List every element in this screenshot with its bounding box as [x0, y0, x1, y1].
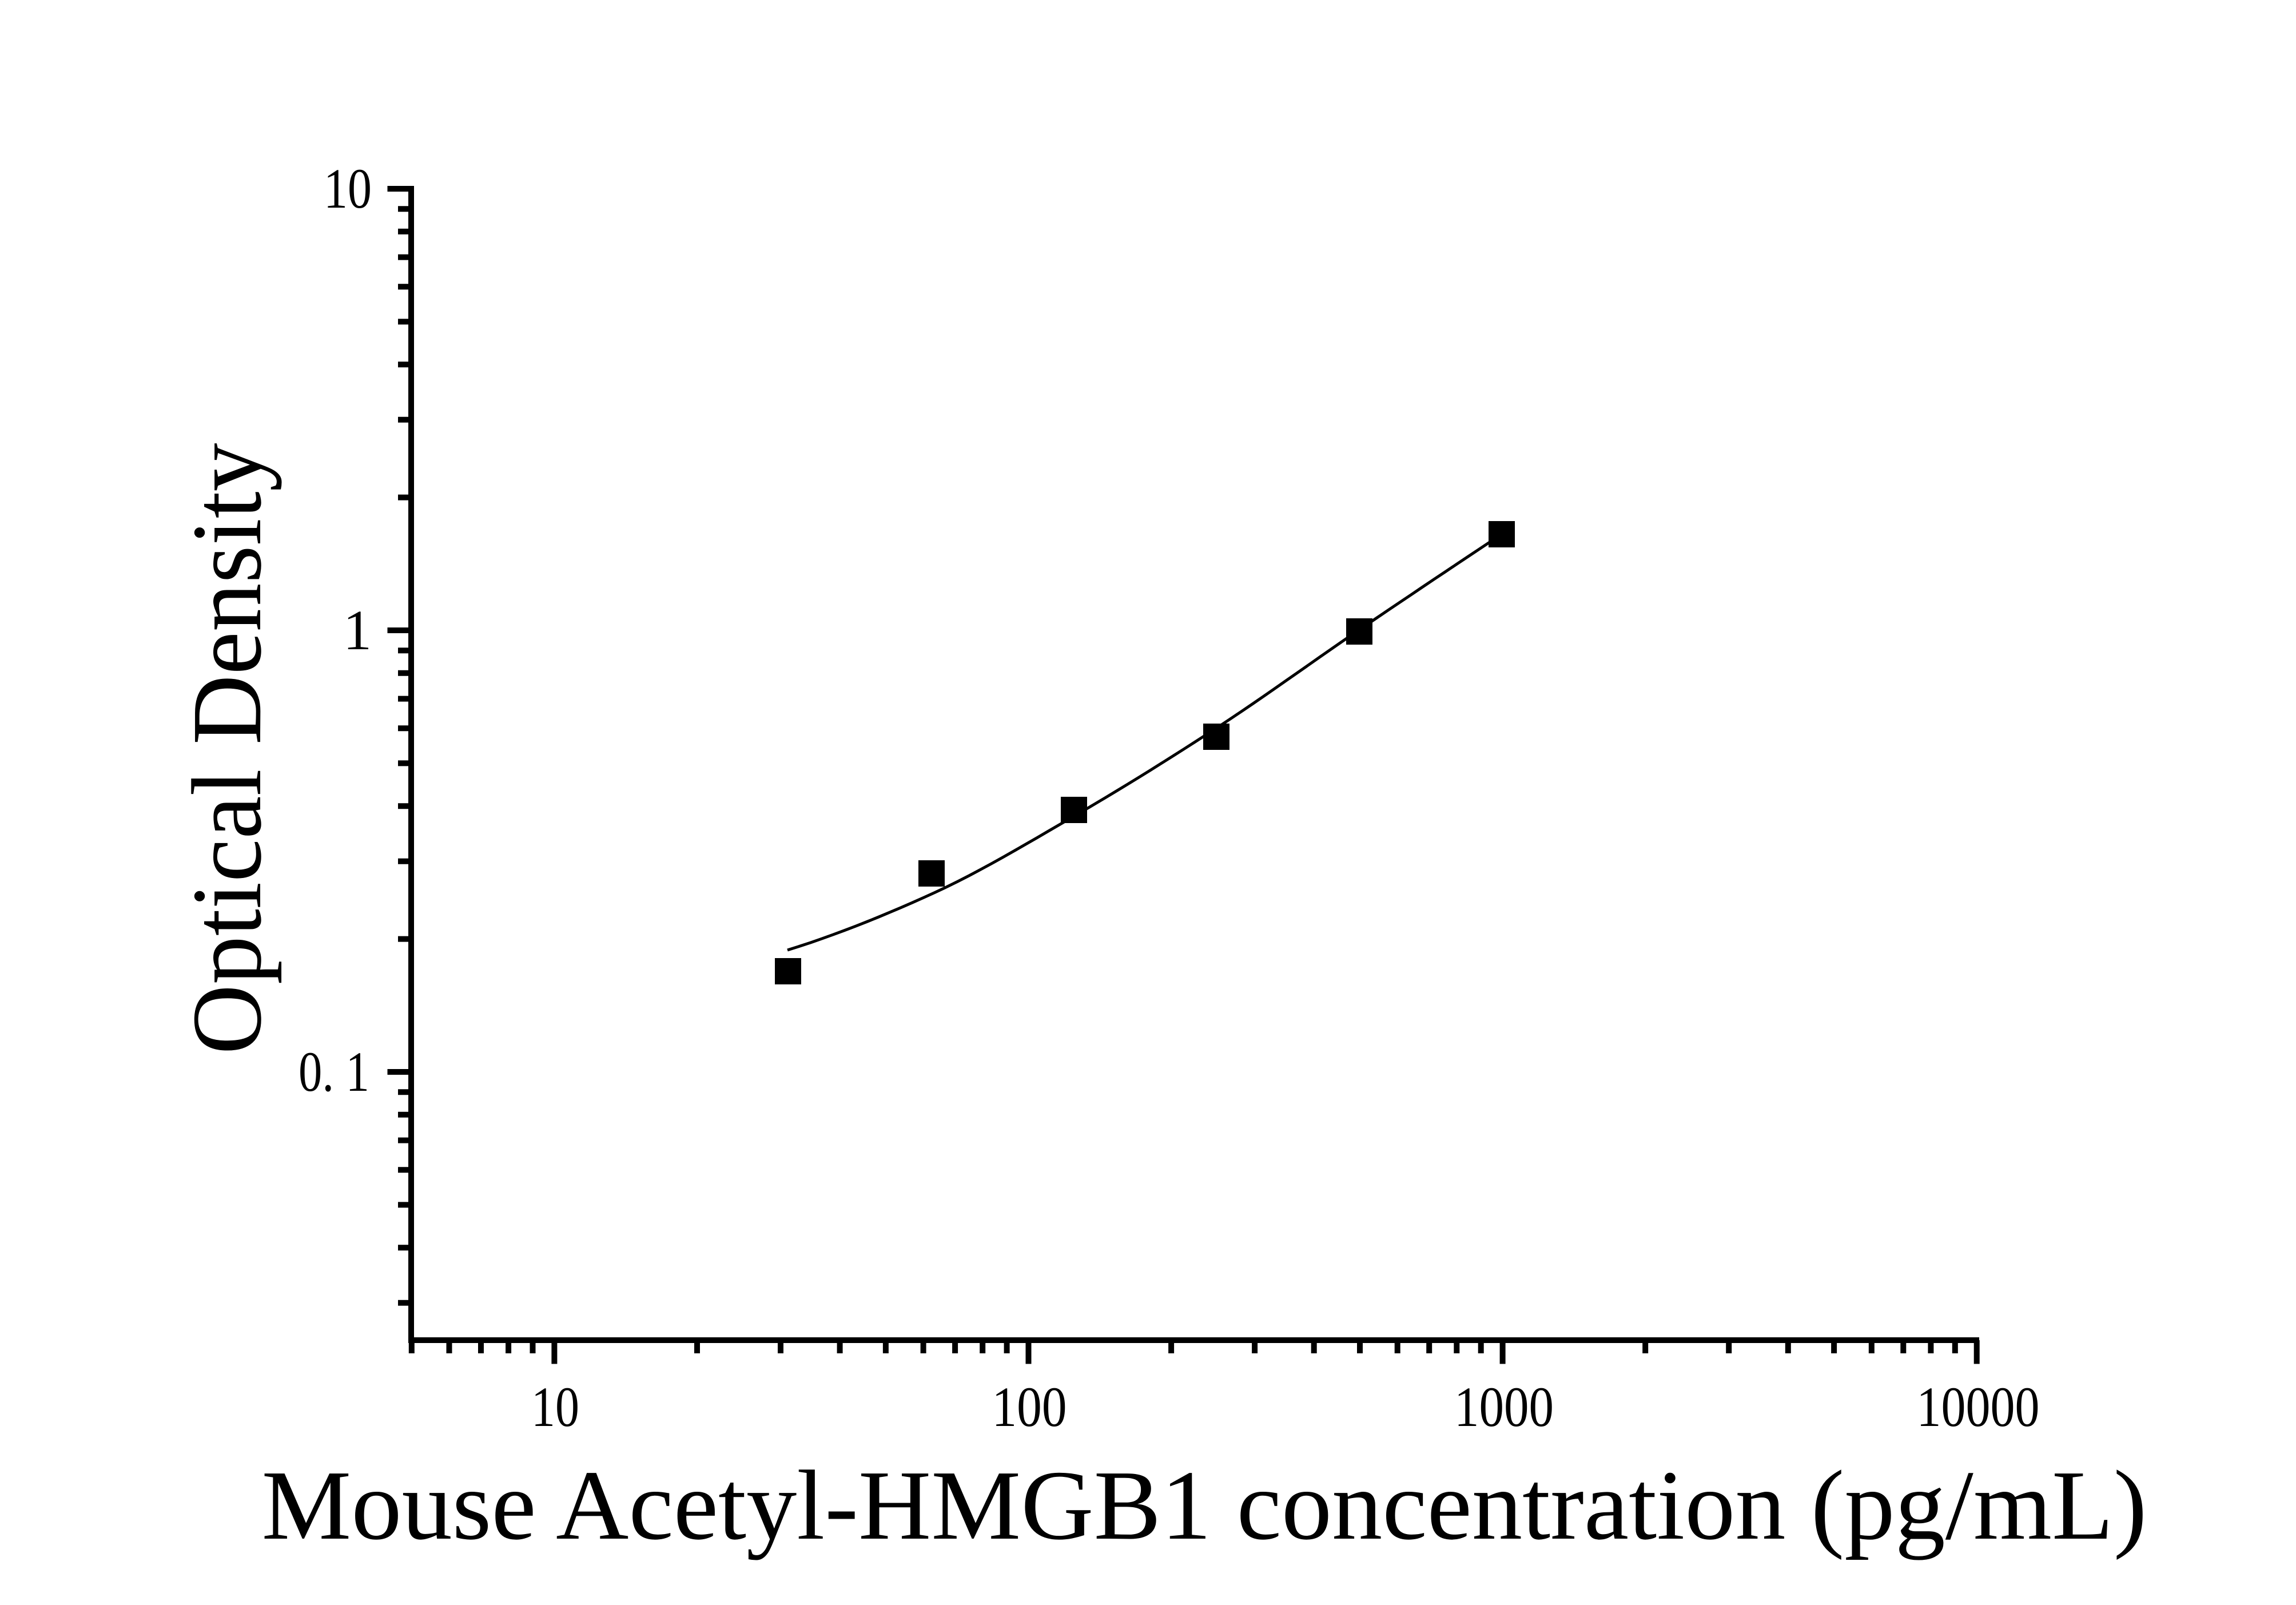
- svg-text:10: 10: [324, 157, 372, 220]
- svg-text:100: 100: [992, 1375, 1067, 1439]
- svg-text:10000: 10000: [1917, 1375, 2040, 1439]
- svg-text:1000: 1000: [1454, 1375, 1554, 1439]
- svg-text:Optical Density: Optical Density: [172, 443, 282, 1055]
- svg-text:10: 10: [531, 1375, 579, 1439]
- svg-text:Mouse Acetyl-HMGB1 concentrati: Mouse Acetyl-HMGB1 concentration (pg/mL): [262, 1450, 2147, 1560]
- svg-text:1: 1: [343, 598, 372, 662]
- svg-text:0. 1: 0. 1: [299, 1040, 369, 1103]
